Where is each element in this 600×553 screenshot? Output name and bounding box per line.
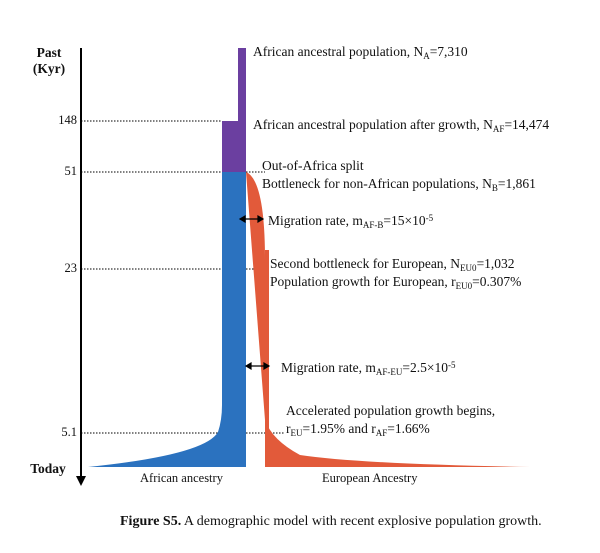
demographic-model-diagram [76,48,530,486]
label-after-growth: African ancestral population after growt… [253,117,550,134]
tick-148: 148 [58,113,77,127]
label-migration-af-b: Migration rate, mAF-B=15×10-5 [268,213,434,230]
axis-title-line1: Past [36,45,62,60]
migration-arrow-af-b [238,214,265,224]
tick-51: 51 [64,164,78,178]
label-second-bottleneck: Second bottleneck for European, NEU0=1,0… [270,256,515,273]
african-ancestry-population [88,172,246,467]
label-accelerated-growth: Accelerated population growth begins, [286,403,496,418]
label-european-ancestry: European Ancestry [322,471,418,485]
label-african-ancestral: African ancestral population, NA=7,310 [253,44,468,61]
label-bottleneck: Bottleneck for non-African populations, … [262,176,536,193]
label-african-ancestry: African ancestry [140,471,223,485]
today-label: Today [30,461,66,476]
african-after-growth-bar [222,121,246,172]
migration-arrow-af-eu [244,361,271,371]
label-growth-rates: rEU=1.95% and rAF=1.66% [286,421,430,438]
caption-figure-number: Figure S5. [120,514,182,529]
figure-caption: Figure S5. A demographic model with rece… [120,514,542,530]
axis-title-line2: (Kyr) [32,61,66,76]
tick-23: 23 [64,261,78,275]
european-ancestry-base [265,250,269,467]
axis-title: Past (Kyr) [24,45,74,77]
tick-5-1: 5.1 [61,425,77,439]
label-migration-af-eu: Migration rate, mAF-EU=2.5×10-5 [281,360,456,377]
label-ooa-split: Out-of-Africa split [262,158,364,173]
african-ancestral-population-bar [238,48,246,121]
label-growth-eu: Population growth for European, rEU0=0.3… [270,274,522,291]
time-axis-arrowhead [76,476,86,486]
caption-text: A demographic model with recent explosiv… [181,514,542,529]
european-ancestry-population [246,172,530,467]
